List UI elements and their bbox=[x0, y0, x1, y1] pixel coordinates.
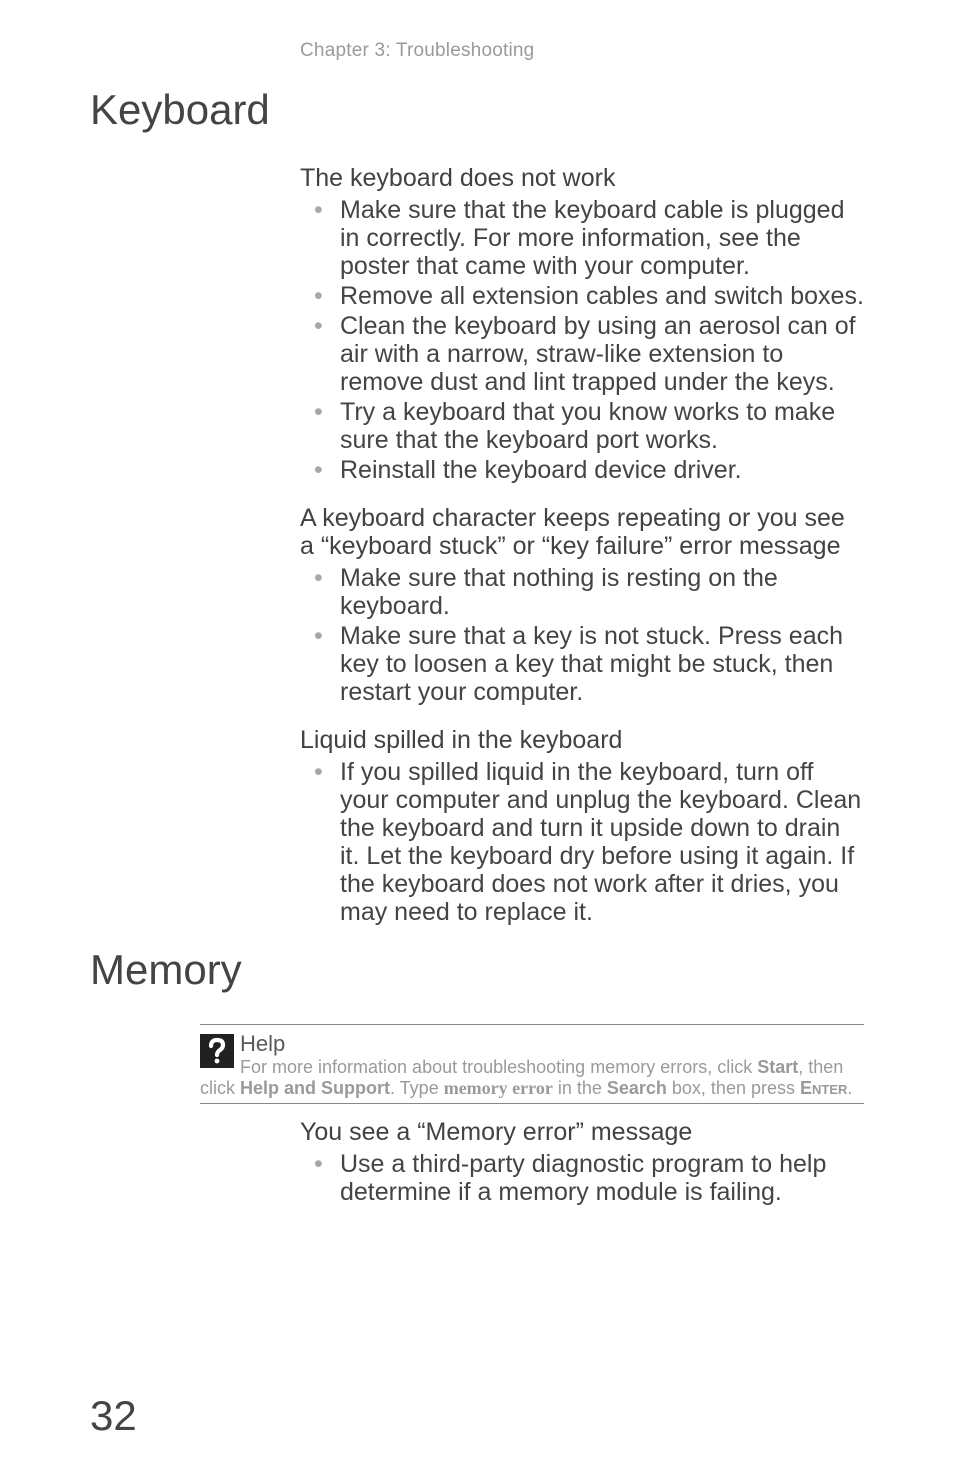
help-icon bbox=[200, 1034, 234, 1068]
bullets-keyboard-repeating: Make sure that nothing is resting on the… bbox=[300, 564, 864, 706]
help-text-segment: . bbox=[847, 1078, 852, 1098]
list-item: Use a third-party diagnostic program to … bbox=[340, 1150, 864, 1206]
page-number: 32 bbox=[90, 1392, 137, 1440]
help-bold-help-support: Help and Support bbox=[240, 1078, 390, 1098]
bullets-liquid-spilled: If you spilled liquid in the keyboard, t… bbox=[300, 758, 864, 926]
list-item: If you spilled liquid in the keyboard, t… bbox=[340, 758, 864, 926]
chapter-header: Chapter 3: Troubleshooting bbox=[300, 40, 864, 62]
subtitle-memory-error: You see a “Memory error” message bbox=[300, 1118, 864, 1146]
help-text: For more information about troubleshooti… bbox=[200, 1057, 864, 1099]
list-item: Make sure that a key is not stuck. Press… bbox=[340, 622, 864, 706]
list-item: Try a keyboard that you know works to ma… bbox=[340, 398, 864, 454]
help-text-segment: in the bbox=[553, 1078, 607, 1098]
subtitle-keyboard-repeating: A keyboard character keeps repeating or … bbox=[300, 504, 864, 560]
list-item: Make sure that nothing is resting on the… bbox=[340, 564, 864, 620]
list-item: Reinstall the keyboard device driver. bbox=[340, 456, 864, 484]
help-term: memory error bbox=[444, 1078, 553, 1098]
help-enter: Enter bbox=[800, 1078, 847, 1098]
bullets-memory-error: Use a third-party diagnostic program to … bbox=[300, 1150, 864, 1206]
section-title-memory: Memory bbox=[90, 946, 864, 994]
section-title-keyboard: Keyboard bbox=[90, 86, 864, 134]
bullets-keyboard-not-work: Make sure that the keyboard cable is plu… bbox=[300, 196, 864, 484]
help-bold-search: Search bbox=[607, 1078, 667, 1098]
subtitle-keyboard-not-work: The keyboard does not work bbox=[300, 164, 864, 192]
help-rule-bottom bbox=[200, 1103, 864, 1104]
help-text-segment: box, then press bbox=[667, 1078, 800, 1098]
list-item: Clean the keyboard by using an aerosol c… bbox=[340, 312, 864, 396]
help-text-segment: For more information about troubleshooti… bbox=[240, 1057, 757, 1077]
list-item: Remove all extension cables and switch b… bbox=[340, 282, 864, 310]
help-title: Help bbox=[240, 1031, 285, 1057]
help-text-segment: . Type bbox=[390, 1078, 444, 1098]
subtitle-liquid-spilled: Liquid spilled in the keyboard bbox=[300, 726, 864, 754]
help-bold-start: Start bbox=[757, 1057, 798, 1077]
list-item: Make sure that the keyboard cable is plu… bbox=[340, 196, 864, 280]
